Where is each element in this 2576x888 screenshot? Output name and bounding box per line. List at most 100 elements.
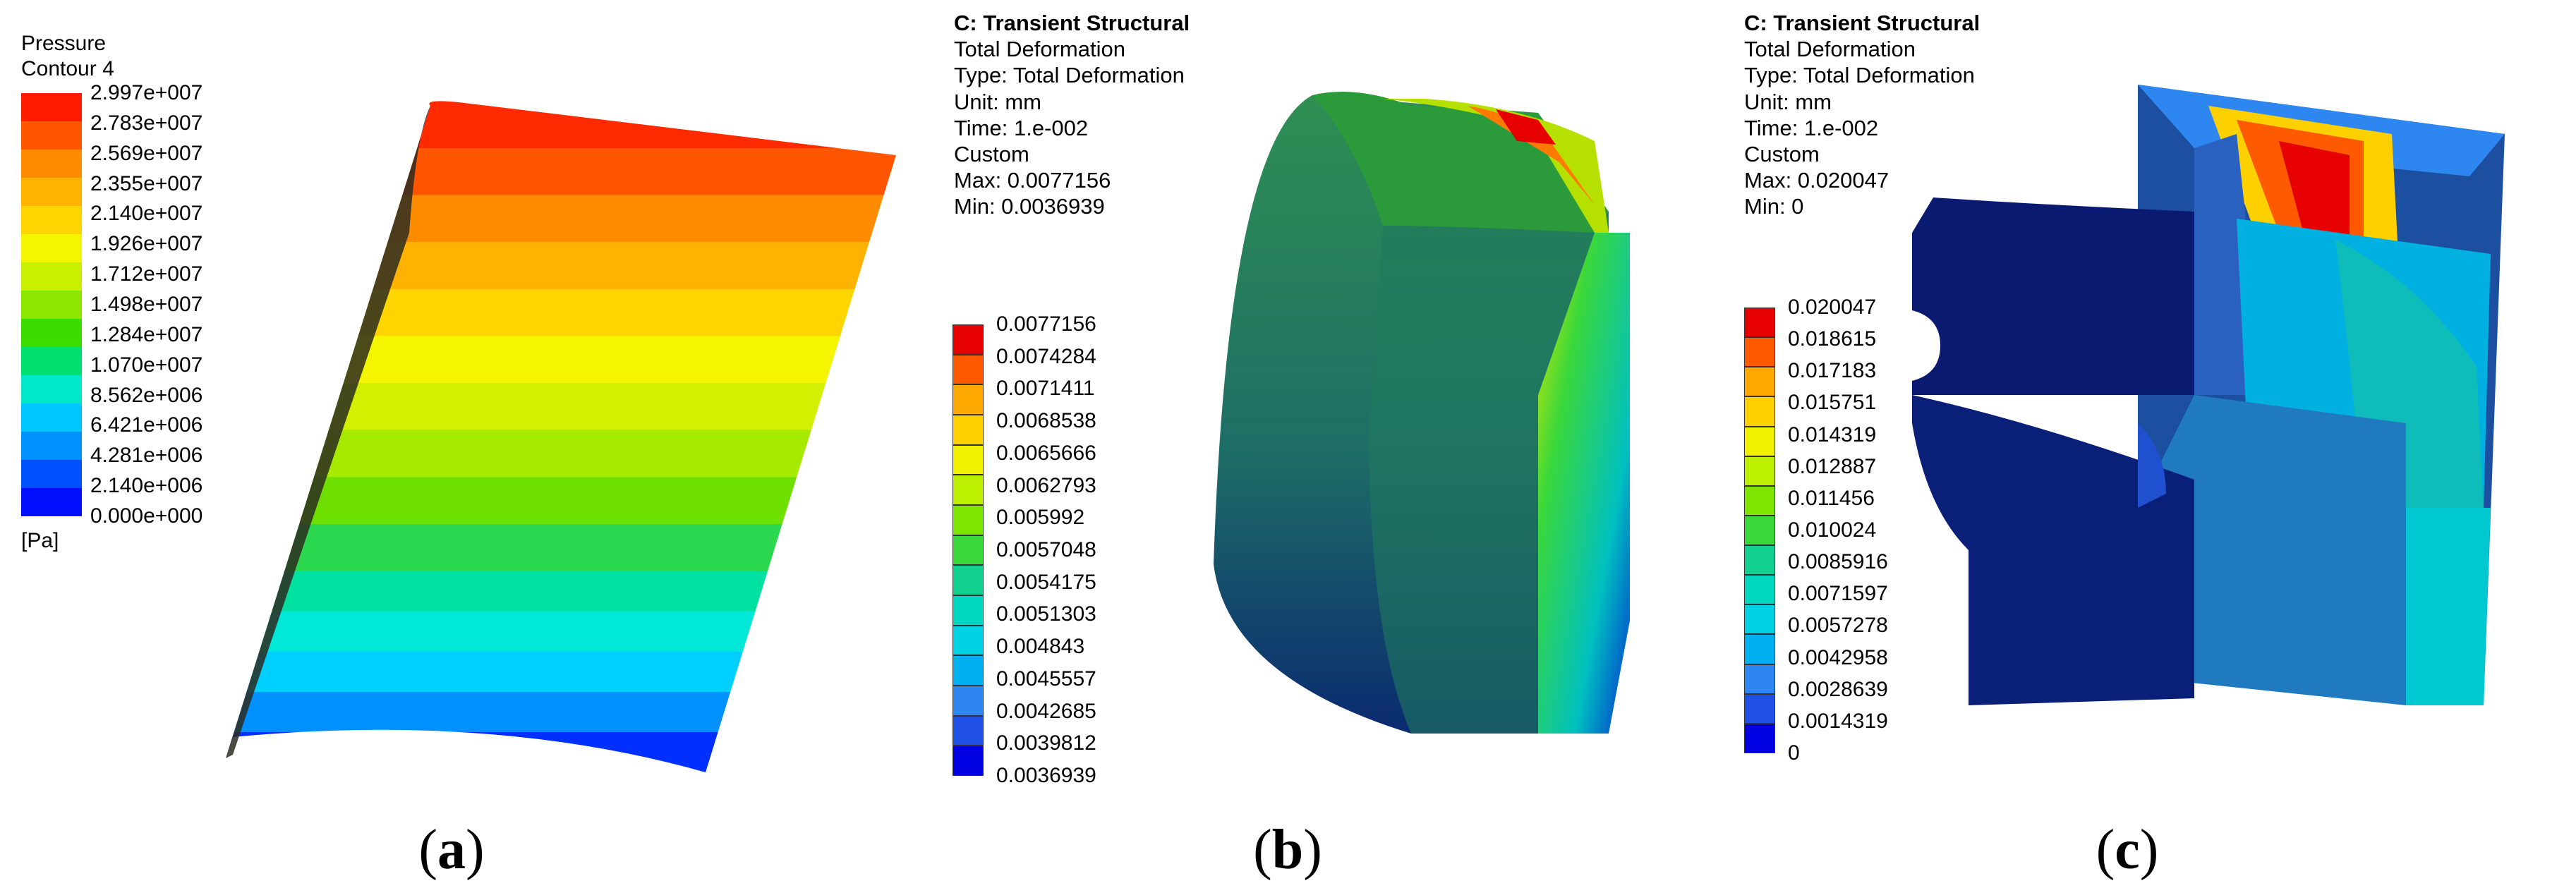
legend-line-b-6: Max: 0.0077156 bbox=[954, 168, 1111, 193]
color-swatch bbox=[1744, 456, 1775, 486]
tick-label: 0.014319 bbox=[1788, 422, 1877, 446]
color-swatch bbox=[21, 291, 82, 319]
tick-label: 0.0068538 bbox=[996, 409, 1096, 433]
color-swatch bbox=[953, 444, 984, 475]
tick-label: 0.005992 bbox=[996, 506, 1085, 530]
caption-c-letter: c bbox=[2115, 819, 2140, 881]
tick-label: 0.0039812 bbox=[996, 731, 1096, 755]
color-swatch bbox=[21, 375, 82, 403]
color-swatch bbox=[953, 595, 984, 626]
tick-label: 2.783e+007 bbox=[90, 111, 203, 135]
color-swatch bbox=[1744, 575, 1775, 605]
tick-label: 0.0042685 bbox=[996, 699, 1096, 723]
color-swatch bbox=[953, 354, 984, 385]
tick-label: 0.0071411 bbox=[996, 377, 1095, 401]
tick-labels-c: 0.020047 0.018615 0.017183 0.015751 0.014319… bbox=[1788, 296, 1957, 765]
tick-label: 1.498e+007 bbox=[90, 293, 203, 316]
tick-label: 1.712e+007 bbox=[90, 262, 203, 286]
color-bar-c bbox=[1744, 308, 1775, 753]
tick-label: 0 bbox=[1788, 741, 1800, 765]
unit-label-a: [Pa] bbox=[21, 529, 59, 552]
color-swatch bbox=[1744, 604, 1775, 635]
tick-label: 1.926e+007 bbox=[90, 232, 203, 256]
tick-labels-a: 2.997e+007 2.783e+007 2.569e+007 2.355e+007… bbox=[90, 81, 302, 528]
panel-b: C: Transient Structural Total Deformatio… bbox=[917, 0, 1743, 888]
tick-label: 1.284e+007 bbox=[90, 322, 203, 346]
tick-label: 0.0042958 bbox=[1788, 645, 1888, 669]
tick-label: 0.015751 bbox=[1788, 391, 1877, 415]
deformation-model-c bbox=[1912, 85, 2505, 705]
color-swatch bbox=[21, 121, 82, 150]
panel-a: Pressure Contour 4 2.997e+007 2.783e+007 2… bbox=[0, 0, 917, 888]
legend-line-c-6: Max: 0.020047 bbox=[1744, 168, 1889, 193]
color-swatch bbox=[1744, 308, 1775, 338]
tick-label: 0.017183 bbox=[1788, 359, 1877, 383]
tick-label: 0.000e+000 bbox=[90, 504, 203, 528]
legend-line-c-4: Time: 1.e-002 bbox=[1744, 115, 1879, 140]
color-swatch bbox=[953, 384, 984, 415]
tick-label: 0.020047 bbox=[1788, 296, 1877, 319]
legend-title-c: C: Transient Structural bbox=[1744, 11, 1981, 35]
tick-label: 0.018615 bbox=[1788, 327, 1877, 351]
tick-label: 2.140e+007 bbox=[90, 202, 203, 226]
legend-header-c: C: Transient Structural Total Deformatio… bbox=[1744, 10, 1980, 220]
tick-label: 4.281e+006 bbox=[90, 444, 203, 468]
caption-b-open: ( bbox=[1253, 819, 1272, 881]
tick-label: 0.0045557 bbox=[996, 667, 1096, 691]
tick-label: 8.562e+006 bbox=[90, 383, 203, 407]
tick-label: 1.070e+007 bbox=[90, 353, 203, 377]
color-swatch bbox=[953, 715, 984, 746]
tick-label: 2.355e+007 bbox=[90, 171, 203, 195]
tick-label: 0.0057048 bbox=[996, 538, 1096, 561]
tick-label: 0.0028639 bbox=[1788, 677, 1888, 701]
tick-label: 0.0071597 bbox=[1788, 582, 1888, 606]
legend-line-c-7: Min: 0 bbox=[1744, 194, 1804, 219]
legend-title-a: Pressure bbox=[21, 32, 107, 55]
caption-c: (c) bbox=[2096, 818, 2159, 882]
tick-labels-b: 0.0077156 0.0074284 0.0071411 0.0068538 0.00… bbox=[996, 312, 1180, 787]
tick-label: 0.0036939 bbox=[996, 764, 1096, 787]
color-swatch bbox=[21, 319, 82, 347]
caption-a-letter: a bbox=[437, 819, 466, 881]
legend-line-b-1: Total Deformation bbox=[954, 37, 1125, 62]
color-swatch bbox=[953, 746, 984, 776]
legend-line-b-5: Custom bbox=[954, 141, 1029, 166]
tick-label: 0.012887 bbox=[1788, 454, 1877, 478]
color-swatch bbox=[21, 488, 82, 516]
legend-subtitle-a: Contour 4 bbox=[21, 57, 114, 80]
color-swatch bbox=[21, 432, 82, 460]
color-swatch bbox=[953, 625, 984, 656]
tick-label: 0.0054175 bbox=[996, 570, 1096, 594]
tick-label: 0.0014319 bbox=[1788, 709, 1888, 733]
color-swatch bbox=[1744, 664, 1775, 694]
color-swatch bbox=[953, 505, 984, 535]
tick-label: 2.997e+007 bbox=[90, 81, 203, 104]
color-swatch bbox=[1744, 485, 1775, 516]
caption-a-open: ( bbox=[418, 819, 437, 881]
color-bar-a bbox=[21, 93, 82, 516]
color-swatch bbox=[953, 565, 984, 595]
color-swatch bbox=[1744, 723, 1775, 753]
color-swatch bbox=[953, 415, 984, 445]
panel-c: C: Transient Structural Total Deformatio… bbox=[1743, 0, 2576, 888]
color-swatch bbox=[21, 460, 82, 488]
legend-header-b: C: Transient Structural Total Deformatio… bbox=[954, 10, 1190, 220]
color-swatch bbox=[21, 234, 82, 262]
tick-label: 2.140e+006 bbox=[90, 474, 203, 498]
legend-line-b-2: Type: Total Deformation bbox=[954, 63, 1185, 88]
tick-label: 2.569e+007 bbox=[90, 141, 203, 165]
color-swatch bbox=[953, 475, 984, 505]
color-swatch bbox=[1744, 337, 1775, 367]
color-swatch bbox=[21, 206, 82, 234]
legend-line-c-2: Type: Total Deformation bbox=[1744, 63, 1975, 88]
color-swatch bbox=[21, 150, 82, 178]
legend-line-b-7: Min: 0.0036939 bbox=[954, 194, 1105, 219]
color-swatch bbox=[1744, 367, 1775, 397]
color-swatch bbox=[1744, 693, 1775, 724]
legend-line-c-3: Unit: mm bbox=[1744, 89, 1832, 114]
legend-header-a: Pressure Contour 4 bbox=[21, 31, 114, 82]
color-swatch bbox=[21, 93, 82, 121]
caption-c-open: ( bbox=[2096, 819, 2115, 881]
color-swatch bbox=[1744, 634, 1775, 664]
caption-b: (b) bbox=[1253, 818, 1322, 882]
